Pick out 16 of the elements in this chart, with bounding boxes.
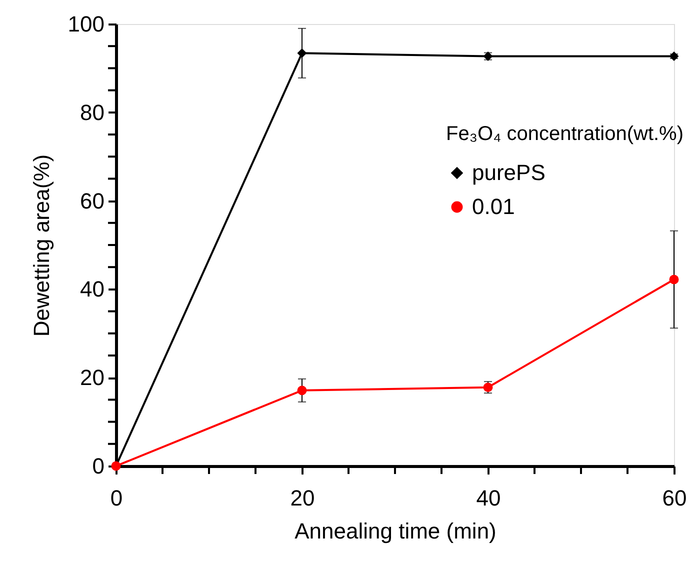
y-axis-title: Dewetting area(%) — [28, 154, 54, 337]
legend-label: 0.01 — [472, 194, 515, 219]
x-tick-label: 60 — [662, 486, 687, 510]
x-tick-label: 20 — [290, 486, 315, 510]
y-tick-label: 60 — [80, 188, 104, 214]
y-tick-label: 80 — [80, 100, 104, 125]
y-tick-label: 40 — [80, 276, 104, 302]
legend-title: Fe₃O₄ concentration(wt.%) — [446, 123, 684, 145]
y-tick-label: 20 — [80, 365, 104, 390]
y-tick-label: 100 — [68, 12, 104, 36]
x-axis-title: Annealing time (min) — [294, 518, 496, 544]
legend-label: purePS — [472, 160, 546, 185]
x-tick-label: 0 — [110, 486, 123, 510]
y-tick-label: 0 — [92, 454, 104, 478]
point — [669, 52, 679, 62]
x-tick-label: 40 — [476, 486, 501, 510]
